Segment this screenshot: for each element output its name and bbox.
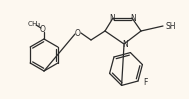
Text: SH: SH — [166, 21, 176, 30]
Text: N: N — [130, 13, 136, 22]
Text: N: N — [122, 40, 128, 49]
Text: O: O — [75, 29, 81, 38]
Text: O: O — [40, 24, 46, 33]
Text: CH₃: CH₃ — [27, 21, 41, 27]
Text: F: F — [143, 78, 147, 87]
Text: N: N — [109, 13, 115, 22]
